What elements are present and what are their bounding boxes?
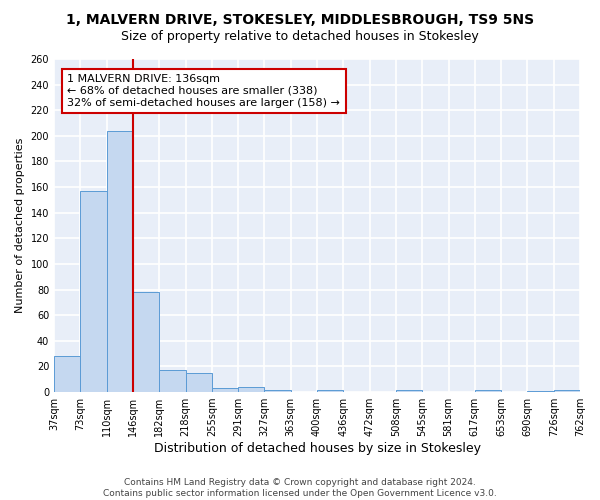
Bar (475, 390, 501, 392)
Bar (185, 373, 212, 392)
Bar (212, 388, 238, 392)
Bar (396, 390, 422, 392)
Bar (265, 390, 291, 392)
Bar (107, 130, 133, 392)
Text: 1, MALVERN DRIVE, STOKESLEY, MIDDLESBROUGH, TS9 5NS: 1, MALVERN DRIVE, STOKESLEY, MIDDLESBROU… (66, 12, 534, 26)
X-axis label: Distribution of detached houses by size in Stokesley: Distribution of detached houses by size … (154, 442, 481, 455)
Bar (317, 390, 343, 392)
Bar (554, 390, 580, 392)
Bar (527, 391, 554, 392)
Bar (159, 370, 185, 392)
Bar (80, 191, 107, 392)
Bar (54, 356, 80, 392)
Text: Size of property relative to detached houses in Stokesley: Size of property relative to detached ho… (121, 30, 479, 43)
Y-axis label: Number of detached properties: Number of detached properties (15, 138, 25, 313)
Text: Contains HM Land Registry data © Crown copyright and database right 2024.
Contai: Contains HM Land Registry data © Crown c… (103, 478, 497, 498)
Bar (133, 292, 159, 392)
Text: 1 MALVERN DRIVE: 136sqm
← 68% of detached houses are smaller (338)
32% of semi-d: 1 MALVERN DRIVE: 136sqm ← 68% of detache… (67, 74, 340, 108)
Bar (238, 387, 265, 392)
